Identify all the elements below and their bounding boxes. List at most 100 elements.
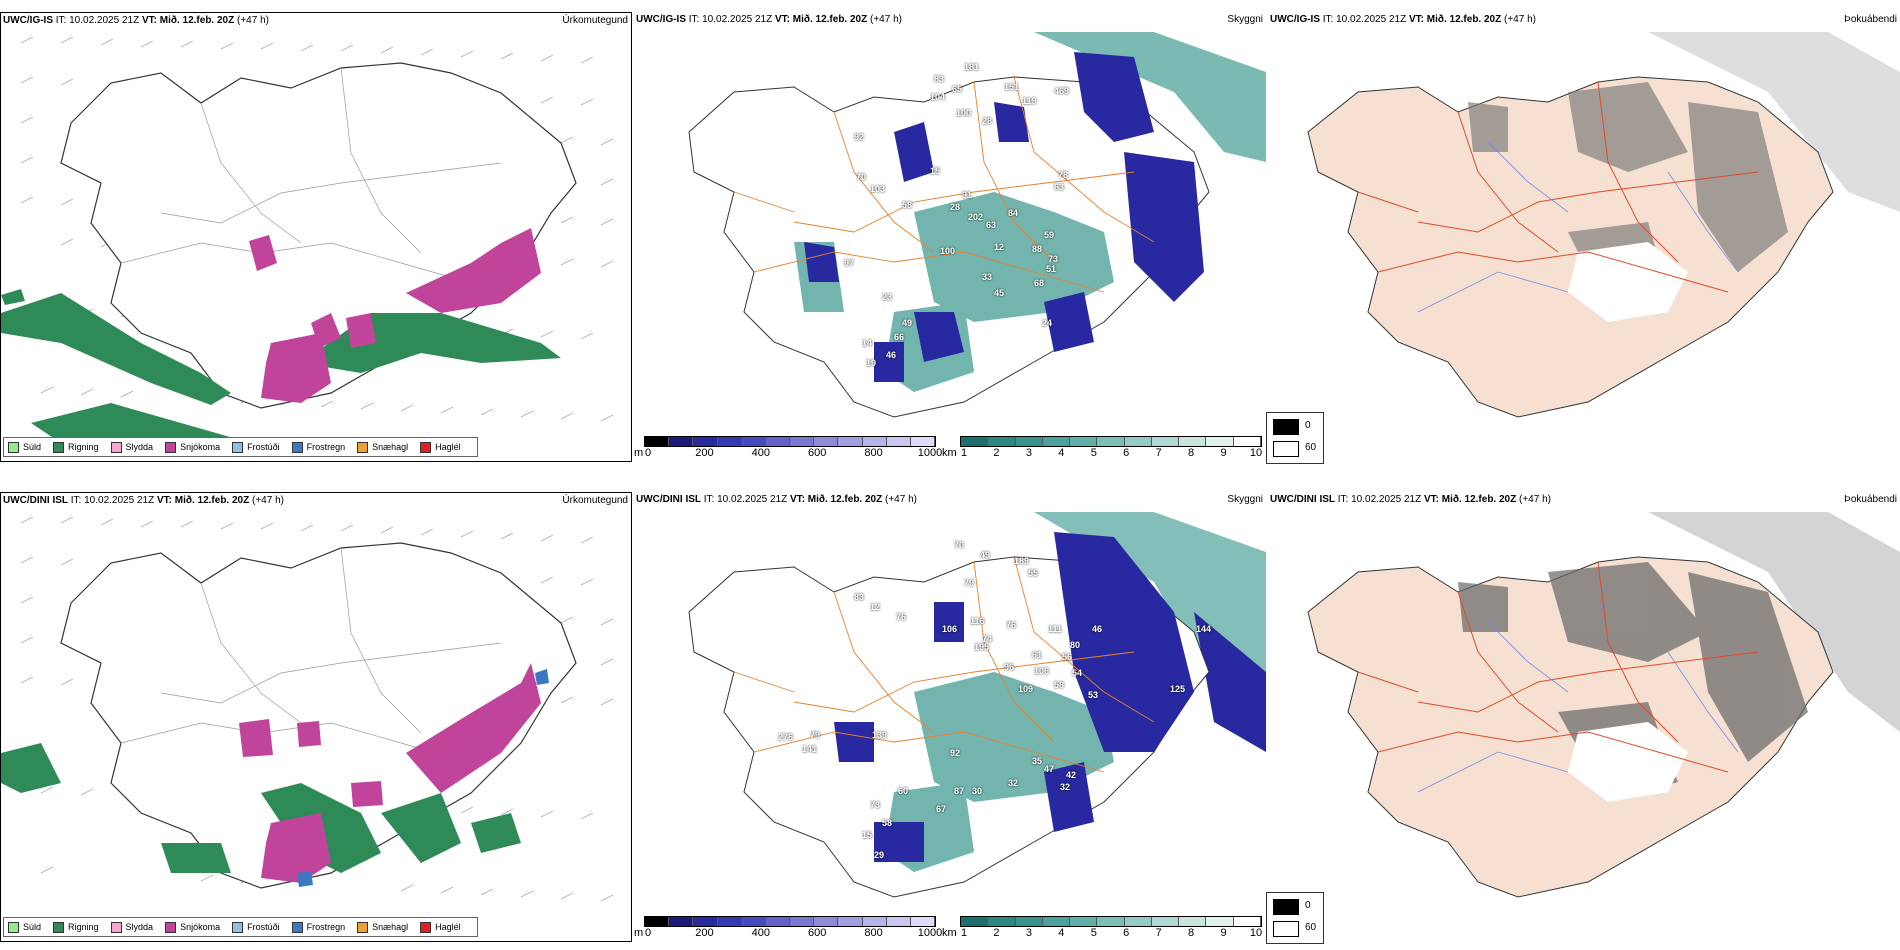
fog-panel-row1: UWC/IG-IS IT: 10.02.2025 21Z VT: Mið. 12… bbox=[1268, 12, 1900, 462]
cloud-base-label: 144 bbox=[1196, 624, 1212, 634]
cloud-base-label: 60 bbox=[898, 786, 909, 796]
legend-item: Súld bbox=[8, 441, 41, 453]
fog-scale-bottom: 60 bbox=[1305, 922, 1317, 933]
legend-swatch bbox=[291, 441, 303, 453]
cloud-base-label: 59 bbox=[1044, 230, 1055, 240]
fog-scale-bottom: 60 bbox=[1305, 442, 1317, 453]
cloud-base-label: 49 bbox=[902, 318, 913, 328]
cloud-base-label: 76 bbox=[1006, 620, 1017, 630]
cloud-base-label: 19 bbox=[866, 358, 877, 368]
cloud-base-label: 65 bbox=[952, 84, 963, 94]
cloud-base-label: 12 bbox=[870, 602, 881, 612]
legend-label: Rigning bbox=[68, 442, 99, 452]
colorbar-tick: 200 bbox=[695, 447, 714, 459]
cloud-base-label: 195 bbox=[974, 642, 990, 652]
cloud-base-label: 111 bbox=[1048, 624, 1063, 634]
cloud-base-label: 47 bbox=[1044, 764, 1055, 774]
cloud-base-label: 12 bbox=[994, 242, 1005, 252]
cloud-base-label: 70 bbox=[954, 540, 965, 550]
colorbar-tick: 3 bbox=[1025, 927, 1032, 939]
cloud-base-label: 202 bbox=[968, 212, 984, 222]
legend-item: Snæhagl bbox=[357, 921, 408, 933]
cloud-map-row1 bbox=[688, 32, 1266, 418]
cloud-base-label: 92 bbox=[854, 132, 865, 142]
legend-label: Frostúði bbox=[247, 922, 280, 932]
colorbar-tick: 600 bbox=[808, 447, 827, 459]
cloud-base-label: 54 bbox=[1072, 668, 1083, 678]
cloud-panel-row1: 181 83 65 151 469 104 119 100 28 92 70 103 15 78 63 91 5… bbox=[634, 12, 1266, 462]
legend-label: Snjókoma bbox=[180, 442, 221, 452]
legend-label: Snæhagl bbox=[372, 442, 409, 452]
colorbar-tick: 7 bbox=[1155, 927, 1162, 939]
colorbar-tick: 1 bbox=[960, 447, 968, 459]
cloud-base-label: 15 bbox=[930, 166, 941, 176]
cloud-base-label: 74 bbox=[982, 634, 993, 644]
fog-scale-box-row2: 0 60 bbox=[1266, 892, 1324, 944]
colorbar-tick: 1 bbox=[960, 927, 968, 939]
cloud-base-label: 79 bbox=[964, 578, 975, 588]
colorbar-tick: 2 bbox=[993, 447, 1000, 459]
cloud-base-label: 28 bbox=[982, 116, 993, 126]
colorbar-tick: 5 bbox=[1090, 447, 1097, 459]
panel-title-precip-row2: Úrkomutegund bbox=[562, 495, 628, 506]
cloud-base-label: 33 bbox=[982, 272, 993, 282]
legend-label: Haglél bbox=[435, 922, 461, 932]
colorbar-tick: 10 bbox=[1249, 447, 1263, 459]
legend-swatch bbox=[165, 921, 177, 933]
cloud-base-label: 97 bbox=[844, 258, 855, 268]
cloud-base-label: 49 bbox=[980, 550, 991, 560]
colorbar-tick: 600 bbox=[808, 927, 827, 939]
cloud-base-label: 276 bbox=[778, 732, 794, 742]
legend-item: Slydda bbox=[110, 921, 153, 933]
legend-swatch bbox=[357, 441, 369, 453]
cloud-base-label: 103 bbox=[870, 184, 886, 194]
cloud-base-label: 61 bbox=[1032, 650, 1043, 660]
cloud-base-label: 104 bbox=[930, 92, 946, 102]
cloud-base-label: 46 bbox=[1092, 624, 1103, 634]
cloud-base-label: 106 bbox=[1034, 666, 1050, 676]
cloud-base-label: 67 bbox=[936, 804, 947, 814]
colorbar-tick: 400 bbox=[751, 927, 770, 939]
header-row1-cloud: UWC/IG-IS IT: 10.02.2025 21Z VT: Mið. 12… bbox=[636, 14, 902, 25]
legend-swatch bbox=[291, 921, 303, 933]
legend-item: Haglél bbox=[420, 921, 461, 933]
cloud-base-label: 56 bbox=[1062, 652, 1073, 662]
panel-title-precip-row1: Úrkomutegund bbox=[562, 15, 628, 26]
cloud-base-label: 24 bbox=[1042, 318, 1053, 328]
colorbar-tick: 4 bbox=[1058, 447, 1065, 459]
legend-swatch bbox=[420, 921, 432, 933]
cloud-base-label: 32 bbox=[1060, 782, 1071, 792]
precip-legend-row2: Súld Rigning Slydda Snjókoma Frostúði Frostre… bbox=[3, 917, 478, 937]
cloud-base-label: 42 bbox=[1066, 770, 1077, 780]
legend-swatch bbox=[232, 921, 244, 933]
precip-panel-row1: UWC/IG-IS IT: 10.02.2025 21Z VT: Mið. 12… bbox=[0, 12, 632, 462]
legend-swatch bbox=[53, 441, 65, 453]
colorbar-km-row2: km 1 2 3 4 5 6 7 8 9 10 bbox=[942, 914, 1264, 940]
cloud-base-label: 73 bbox=[1048, 254, 1059, 264]
cloud-base-label: 58 bbox=[882, 818, 893, 828]
colorbar-tick: 200 bbox=[695, 927, 714, 939]
cloud-base-label: 96 bbox=[1004, 662, 1015, 672]
cloud-base-label: 30 bbox=[972, 786, 983, 796]
cloud-base-label: 68 bbox=[1034, 278, 1045, 288]
colorbar-tick: 800 bbox=[864, 447, 883, 459]
colorbar-tick: 10 bbox=[1249, 927, 1263, 939]
fog-map-row1 bbox=[1307, 32, 1900, 418]
fog-scale-top: 0 bbox=[1305, 900, 1311, 911]
cloud-base-label: 29 bbox=[874, 850, 885, 860]
cloud-base-label: 100 bbox=[940, 246, 956, 256]
precip-map-row2 bbox=[1, 516, 614, 902]
cloud-base-label: 28 bbox=[950, 202, 961, 212]
colorbar-km-unit: km bbox=[942, 927, 957, 939]
roads-orange bbox=[733, 76, 1155, 293]
legend-item: Snjókoma bbox=[165, 441, 221, 453]
legend-swatch bbox=[53, 921, 65, 933]
cloud-base-label: 76 bbox=[896, 612, 907, 622]
fog-map-row2 bbox=[1307, 512, 1900, 898]
cloud-base-label: 35 bbox=[1032, 756, 1043, 766]
legend-label: Frostregn bbox=[306, 922, 346, 932]
colorbar-tick: 5 bbox=[1090, 927, 1097, 939]
cloud-base-label: 83 bbox=[854, 592, 865, 602]
legend-item: Frostregn bbox=[291, 441, 345, 453]
legend-label: Súld bbox=[23, 922, 42, 932]
